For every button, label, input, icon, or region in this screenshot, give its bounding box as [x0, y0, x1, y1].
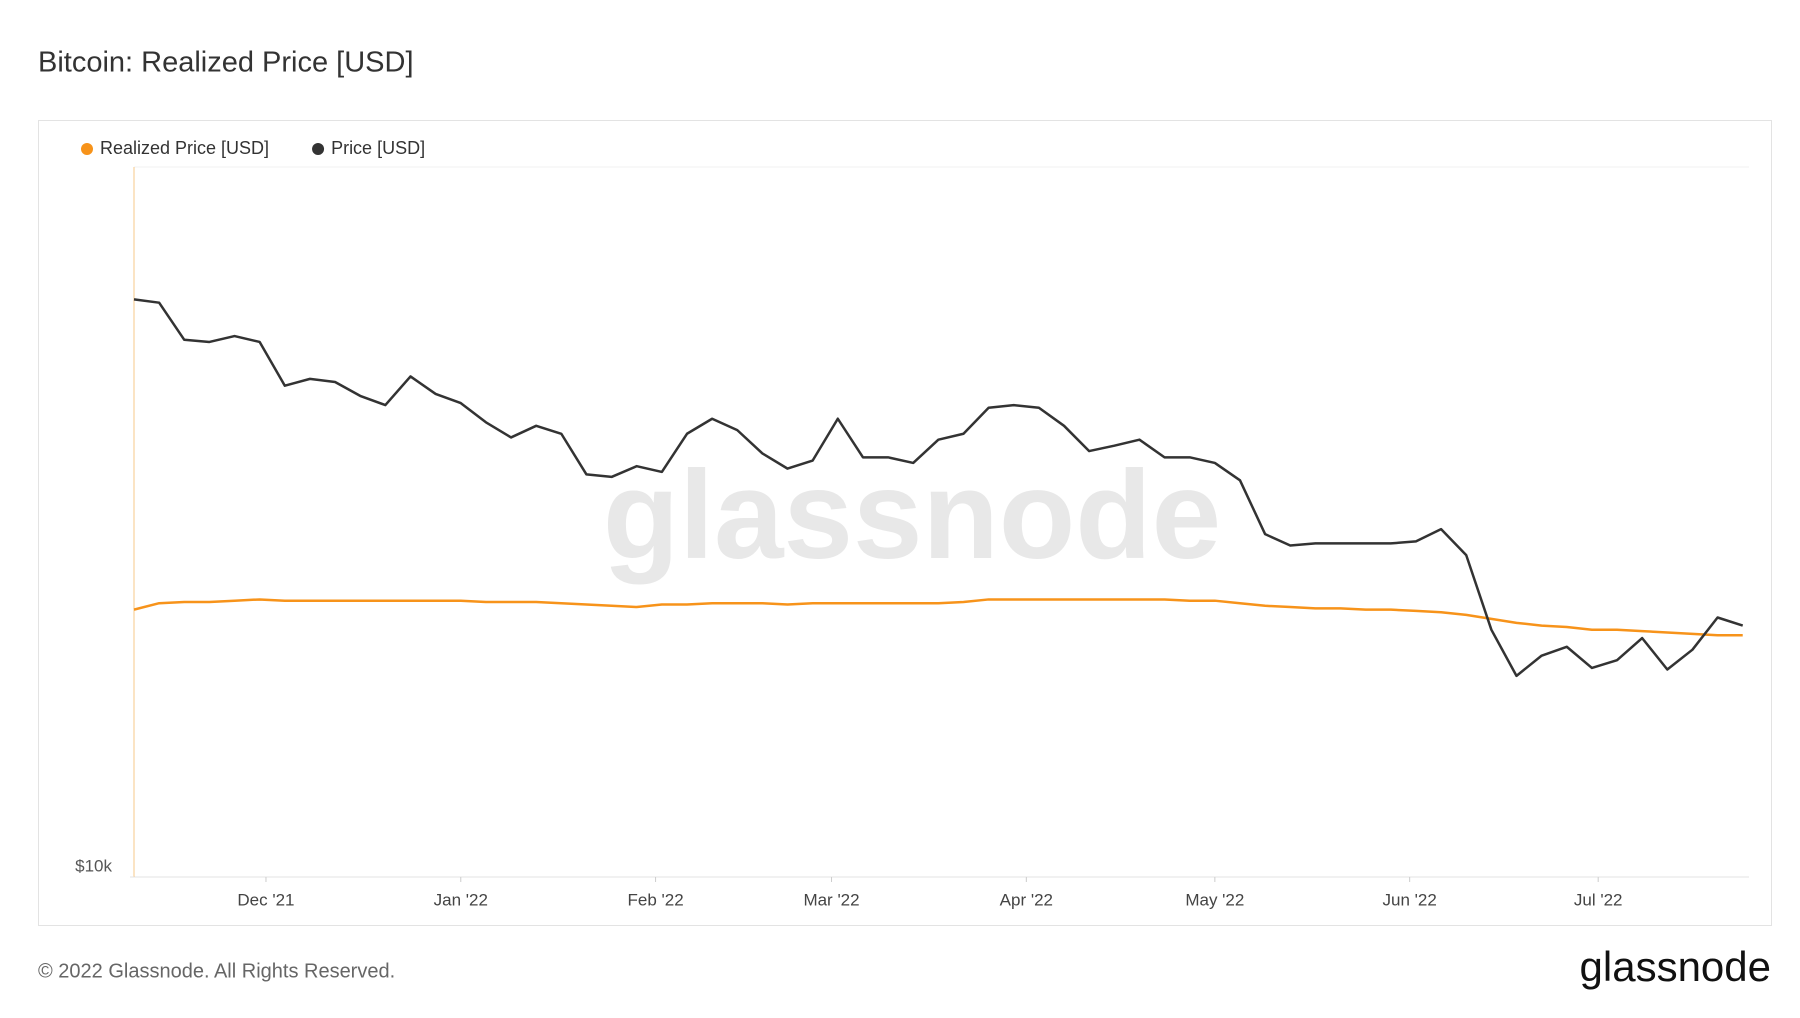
chart-frame: [38, 120, 1772, 926]
legend-dot: [312, 143, 325, 155]
legend-dot: [81, 143, 93, 155]
x-tick-label: Dec '21: [237, 890, 294, 909]
x-tick-label: Jun '22: [1383, 890, 1437, 909]
x-tick-label: May '22: [1185, 890, 1244, 909]
x-tick-label: Apr '22: [1000, 890, 1053, 909]
logo: glassnode: [1580, 943, 1771, 990]
series-line: [133, 598, 1743, 637]
series-line: [133, 298, 1744, 678]
legend-label: Price [USD]: [331, 138, 425, 158]
x-tick-label: Jul '22: [1574, 890, 1623, 909]
x-tick-label: Feb '22: [627, 890, 683, 909]
x-tick-label: Mar '22: [803, 890, 859, 909]
watermark: glassnode: [603, 446, 1221, 585]
y-tick-label: $10k: [75, 856, 112, 875]
chart-title: Bitcoin: Realized Price [USD]: [38, 47, 414, 79]
legend-label: Realized Price [USD]: [100, 138, 269, 158]
x-tick-label: Jan '22: [434, 890, 488, 909]
footer: © 2022 Glassnode. All Rights Reserved.: [38, 960, 395, 982]
